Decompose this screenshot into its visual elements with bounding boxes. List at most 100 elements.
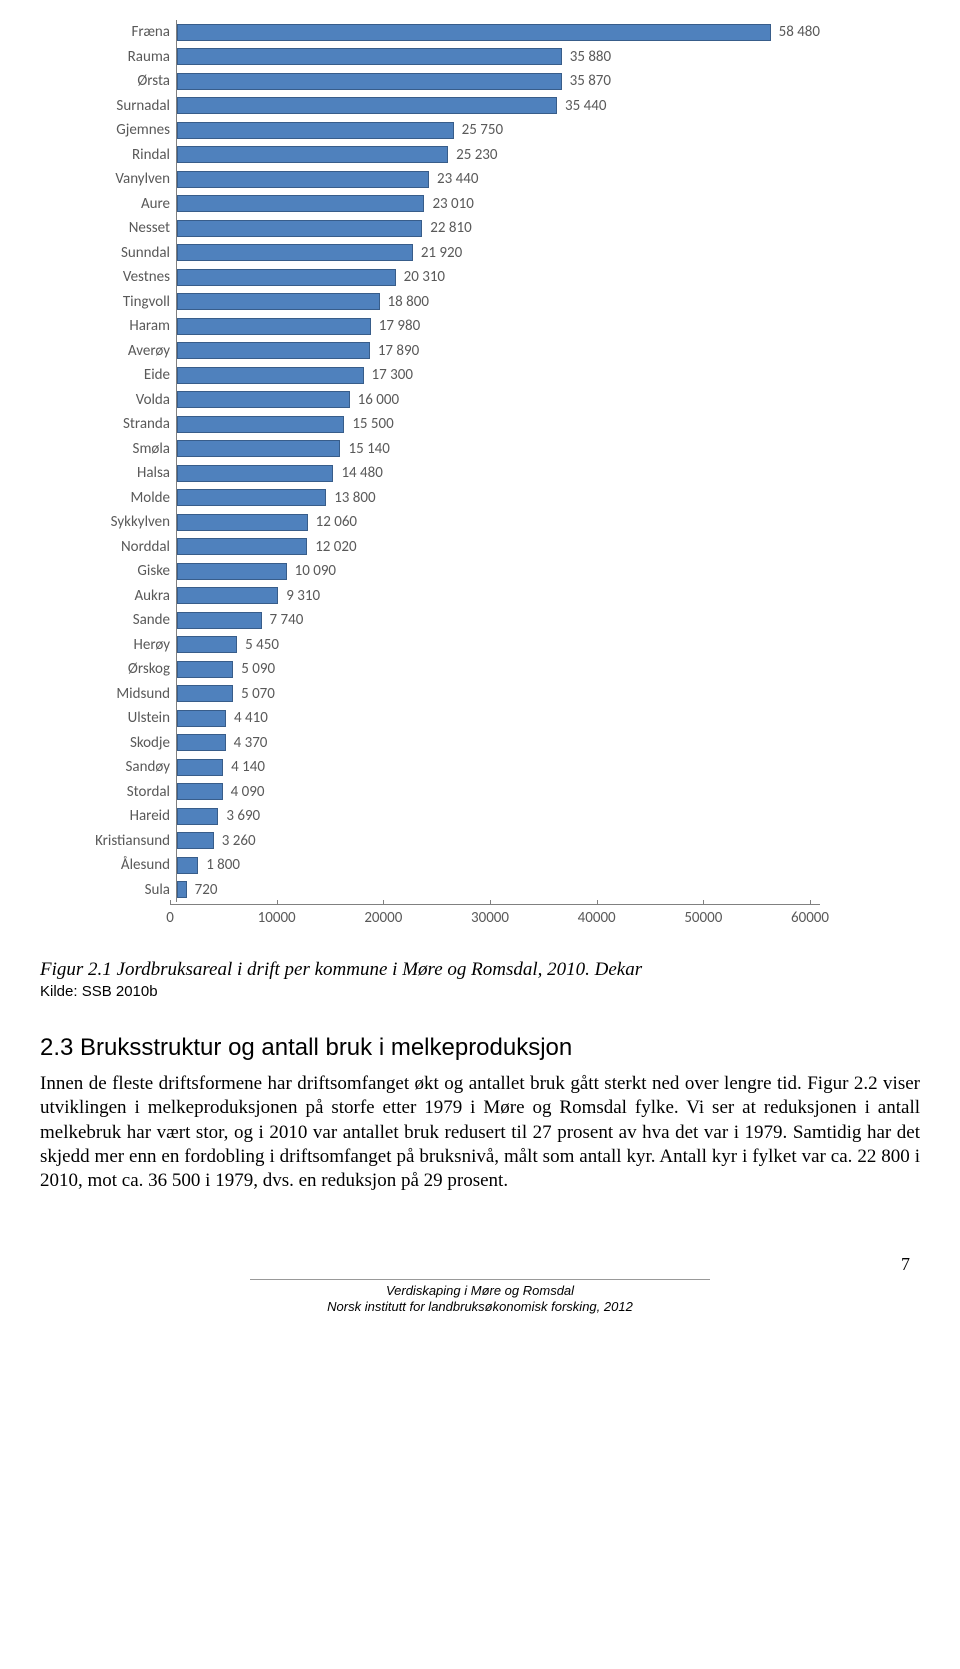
bar-row: Molde 13 800 [60, 486, 820, 511]
body-paragraph: Innen de fleste driftsformene har drifts… [40, 1072, 920, 1194]
category-label: Hareid [60, 807, 176, 825]
bar-value-label: 18 800 [388, 293, 429, 311]
bar [177, 514, 308, 531]
bar-value-label: 4 140 [231, 758, 265, 776]
bar [177, 734, 226, 751]
bar-row: Ulstein4 410 [60, 706, 820, 731]
bar-value-label: 9 310 [286, 587, 320, 605]
bar-row: Smøla15 140 [60, 437, 820, 462]
bar [177, 685, 233, 702]
bar-value-label: 12 060 [316, 513, 357, 531]
category-label: Sunndal [60, 244, 176, 262]
bar [177, 612, 262, 629]
bar-row: Rindal25 230 [60, 143, 820, 168]
bar-row: Hareid3 690 [60, 804, 820, 829]
bar [177, 73, 562, 90]
bar-row: Vanylven23 440 [60, 167, 820, 192]
bar-value-label: 58 480 [779, 23, 820, 41]
bar [177, 440, 340, 457]
page-footer: Verdiskaping i Møre og Romsdal Norsk ins… [250, 1279, 710, 1317]
bar [177, 342, 370, 359]
bar [177, 220, 422, 237]
x-tick-label: 10000 [258, 909, 296, 927]
category-label: Gjemnes [60, 121, 176, 139]
bar-row: Nesset22 810 [60, 216, 820, 241]
bar-row: Averøy17 890 [60, 339, 820, 364]
bar [177, 465, 333, 482]
section-heading: 2.3 Bruksstruktur og antall bruk i melke… [40, 1034, 920, 1062]
bar-row: Sande7 740 [60, 608, 820, 633]
bar-row: Stranda15 500 [60, 412, 820, 437]
category-label: Ørsta [60, 72, 176, 90]
bar-value-label: 35 870 [570, 72, 611, 90]
bar-row: Tingvoll18 800 [60, 290, 820, 315]
x-tick-label: 20000 [364, 909, 402, 927]
bar-value-label: 25 230 [456, 146, 497, 164]
category-label: Ørskog [60, 660, 176, 678]
bar-row: Skodje4 370 [60, 731, 820, 756]
bar [177, 391, 350, 408]
category-label: Halsa [60, 464, 176, 482]
category-label: Eide [60, 366, 176, 384]
bar [177, 710, 226, 727]
category-label: Aure [60, 195, 176, 213]
bar-row: Ålesund1 800 [60, 853, 820, 878]
bar-row: Aure 23 010 [60, 192, 820, 217]
bar-value-label: 13 800 [334, 489, 375, 507]
bar-row: Sula 720 [60, 878, 820, 903]
bar-row: Herøy5 450 [60, 633, 820, 658]
bar [177, 857, 198, 874]
bar-value-label: 1 800 [206, 856, 240, 874]
category-label: Kristiansund [60, 832, 176, 850]
bar [177, 808, 218, 825]
x-tick-label: 30000 [471, 909, 509, 927]
bar [177, 489, 326, 506]
footer-line-1: Verdiskaping i Møre og Romsdal [386, 1283, 574, 1298]
category-label: Averøy [60, 342, 176, 360]
bar-value-label: 720 [195, 881, 218, 899]
bar-value-label: 12 020 [315, 538, 356, 556]
bar [177, 636, 237, 653]
bar [177, 783, 223, 800]
category-label: Herøy [60, 636, 176, 654]
bar [177, 244, 413, 261]
bar-value-label: 5 090 [241, 660, 275, 678]
bar-row: Fræna 58 480 [60, 20, 820, 45]
bar-value-label: 4 410 [234, 709, 268, 727]
category-label: Smøla [60, 440, 176, 458]
category-label: Haram [60, 317, 176, 335]
bar-row: Ørskog 5 090 [60, 657, 820, 682]
bar [177, 97, 557, 114]
bar [177, 881, 187, 898]
bar [177, 367, 364, 384]
page-number: 7 [40, 1254, 920, 1275]
bar-value-label: 23 010 [432, 195, 473, 213]
bar-row: Haram 17 980 [60, 314, 820, 339]
bar-row: Vestnes20 310 [60, 265, 820, 290]
bar-row: Sunndal21 920 [60, 241, 820, 266]
category-label: Nesset [60, 219, 176, 237]
category-label: Sykkylven [60, 513, 176, 531]
bar-value-label: 3 260 [222, 832, 256, 850]
bar-value-label: 17 980 [379, 317, 420, 335]
category-label: Fræna [60, 23, 176, 41]
bar-row: Midsund5 070 [60, 682, 820, 707]
x-tick-label: 50000 [684, 909, 722, 927]
bar [177, 759, 223, 776]
bar-row: Stordal4 090 [60, 780, 820, 805]
bar [177, 587, 278, 604]
category-label: Norddal [60, 538, 176, 556]
category-label: Midsund [60, 685, 176, 703]
bar-value-label: 14 480 [341, 464, 382, 482]
category-label: Sula [60, 881, 176, 899]
bar-value-label: 7 740 [270, 611, 304, 629]
category-label: Surnadal [60, 97, 176, 115]
bar [177, 832, 214, 849]
bar [177, 171, 429, 188]
bar-row: Giske10 090 [60, 559, 820, 584]
x-tick-label: 60000 [791, 909, 829, 927]
x-tick-label: 40000 [578, 909, 616, 927]
bar-row: Sandøy4 140 [60, 755, 820, 780]
category-label: Stranda [60, 415, 176, 433]
category-label: Molde [60, 489, 176, 507]
